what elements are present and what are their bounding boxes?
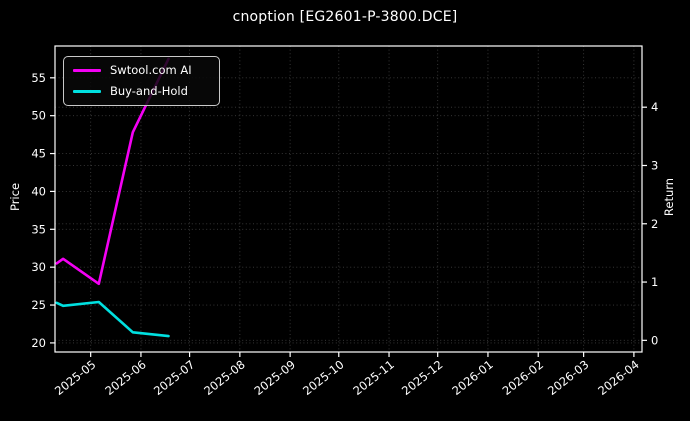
x-tick-label: 2025-11 (350, 357, 396, 398)
price-tick-label: 30 (31, 260, 46, 274)
return-tick-label: 3 (651, 158, 658, 172)
series-line-buy-and-hold (55, 300, 170, 338)
return-tick-label: 0 (651, 333, 658, 347)
x-tick-label: 2025-12 (399, 357, 445, 398)
x-tick-label: 2025-10 (300, 357, 346, 398)
x-tick-label: 2026-01 (449, 357, 495, 398)
x-tick-label: 2026-04 (595, 357, 641, 398)
plot-border (54, 45, 643, 353)
x-tick-label: 2025-06 (102, 357, 148, 398)
legend: Swtool.com AI Buy-and-Hold (63, 56, 220, 106)
x-tick-label: 2026-03 (545, 357, 591, 398)
price-tick-label: 45 (31, 147, 46, 161)
x-tick-label: 2026-02 (500, 357, 546, 398)
swtool-line-swatch (73, 68, 101, 72)
legend-label-buyhold: Buy-and-Hold (110, 84, 188, 98)
chart-title: cnoption [EG2601-P-3800.DCE] (232, 9, 458, 25)
price-tick-label: 35 (31, 222, 46, 236)
series-line-swtool-com-ai (55, 57, 170, 286)
price-tick-label: 25 (31, 298, 46, 312)
legend-item-swtool: Swtool.com AI (73, 63, 209, 77)
x-tick-label: 2025-08 (201, 357, 247, 398)
return-tick-label: 4 (651, 100, 658, 114)
price-tick-label: 20 (31, 336, 46, 350)
buy-and-hold-line-swatch (73, 89, 101, 93)
x-tick-label: 2025-07 (151, 357, 197, 398)
x-tick-label: 2025-09 (251, 357, 297, 398)
legend-label-swtool: Swtool.com AI (110, 63, 192, 77)
x-tick-label: 2025-05 (52, 357, 98, 398)
return-tick-label: 2 (651, 217, 658, 231)
legend-item-buyhold: Buy-and-Hold (73, 84, 209, 98)
return-tick-label: 1 (651, 275, 658, 289)
price-tick-label: 40 (31, 184, 46, 198)
price-tick-label: 50 (31, 109, 46, 123)
price-tick-label: 55 (31, 71, 46, 85)
